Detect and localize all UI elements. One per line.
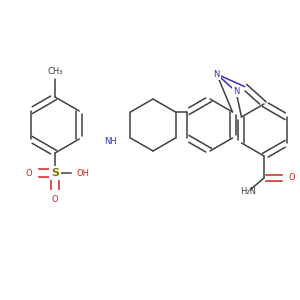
Text: O: O [289, 173, 295, 182]
Text: H₂N: H₂N [240, 188, 256, 196]
Text: N: N [233, 87, 239, 96]
Text: O: O [52, 194, 58, 203]
Text: N: N [214, 70, 220, 79]
Text: OH: OH [76, 169, 89, 178]
Text: CH₃: CH₃ [47, 67, 63, 76]
Text: O: O [26, 169, 32, 178]
Text: S: S [51, 168, 59, 178]
Text: NH: NH [104, 137, 116, 146]
